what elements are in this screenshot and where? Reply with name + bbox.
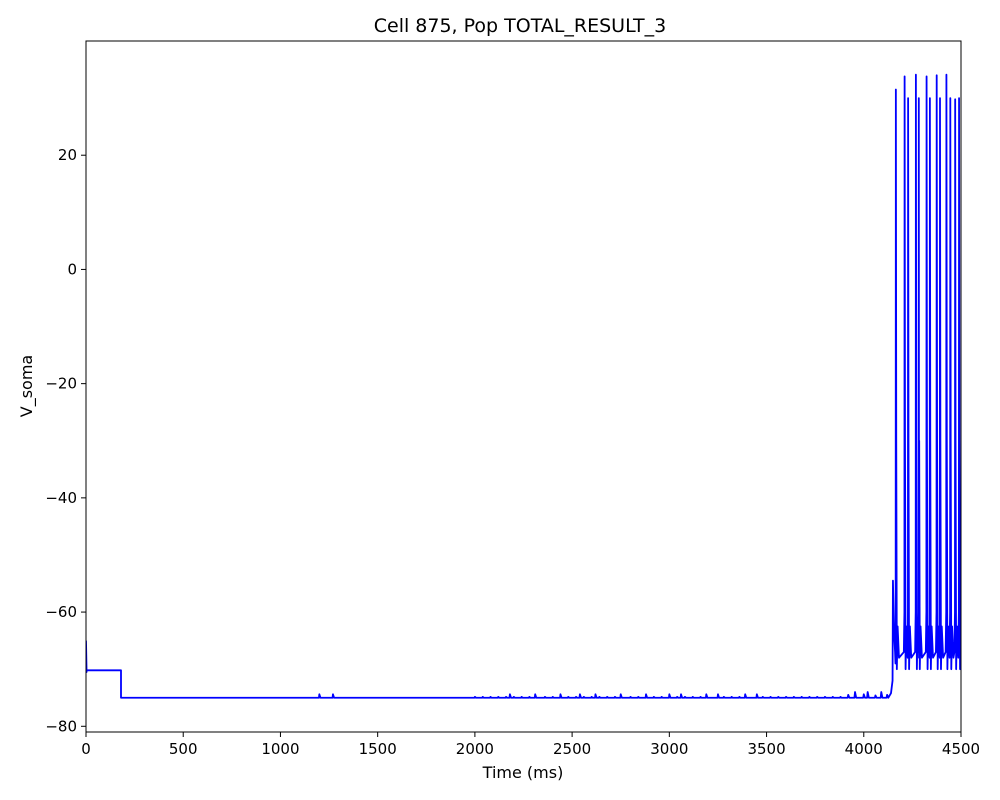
y-axis-ticks: −80 −60 −40 −20 0 20	[45, 146, 86, 735]
x-tick-label: 2000	[456, 740, 494, 758]
x-tick-label: 4000	[845, 740, 883, 758]
voltage-trace-line	[86, 73, 961, 699]
x-tick-label: 500	[169, 740, 198, 758]
x-tick-label: 3000	[650, 740, 688, 758]
x-tick-label: 3500	[747, 740, 785, 758]
x-tick-label: 1000	[261, 740, 299, 758]
y-tick-label: 0	[67, 260, 77, 278]
y-tick-label: 20	[58, 146, 77, 164]
plot-frame	[85, 40, 962, 733]
x-tick-label: 1500	[359, 740, 397, 758]
x-tick-label: 2500	[553, 740, 591, 758]
x-axis-label: Time (ms)	[482, 763, 564, 782]
chart-title: Cell 875, Pop TOTAL_RESULT_3	[374, 15, 667, 37]
y-tick-label: −40	[45, 489, 77, 507]
x-axis-ticks: 0 500 1000 1500 2000 2500 3000 3500 4000 4500	[81, 732, 980, 758]
y-tick-label: −20	[45, 375, 77, 393]
y-tick-label: −60	[45, 603, 77, 621]
y-axis-label: V_soma	[17, 355, 37, 417]
y-tick-label: −80	[45, 717, 77, 735]
x-tick-label: 4500	[942, 740, 980, 758]
x-tick-label: 0	[81, 740, 91, 758]
